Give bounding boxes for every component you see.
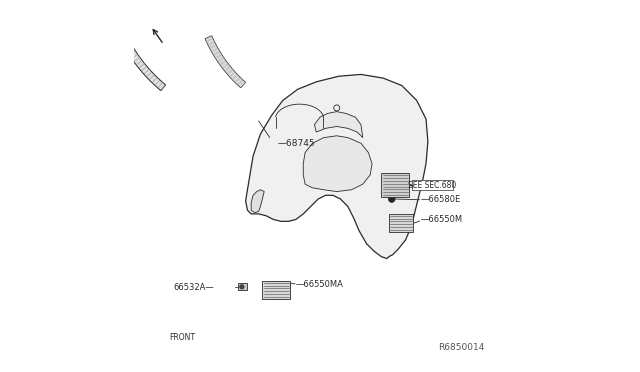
Bar	[389, 214, 413, 232]
Bar	[381, 173, 410, 197]
Text: FRONT: FRONT	[170, 333, 195, 342]
Text: R6850014: R6850014	[438, 343, 484, 352]
Text: —66580E: —66580E	[420, 195, 461, 204]
Text: —68745: —68745	[277, 139, 315, 148]
Circle shape	[239, 285, 244, 289]
Polygon shape	[251, 190, 264, 213]
Bar	[262, 281, 291, 299]
Text: —66550MA: —66550MA	[296, 280, 344, 289]
Polygon shape	[246, 74, 428, 259]
Text: 66532A—: 66532A—	[173, 283, 214, 292]
Bar	[238, 283, 248, 290]
Polygon shape	[115, 25, 166, 91]
Text: SEE SEC.680: SEE SEC.680	[408, 181, 457, 190]
Polygon shape	[303, 136, 372, 192]
Polygon shape	[314, 112, 363, 138]
Circle shape	[388, 196, 395, 202]
FancyBboxPatch shape	[412, 180, 453, 190]
Polygon shape	[205, 36, 246, 88]
Text: —66550M: —66550M	[420, 215, 463, 224]
